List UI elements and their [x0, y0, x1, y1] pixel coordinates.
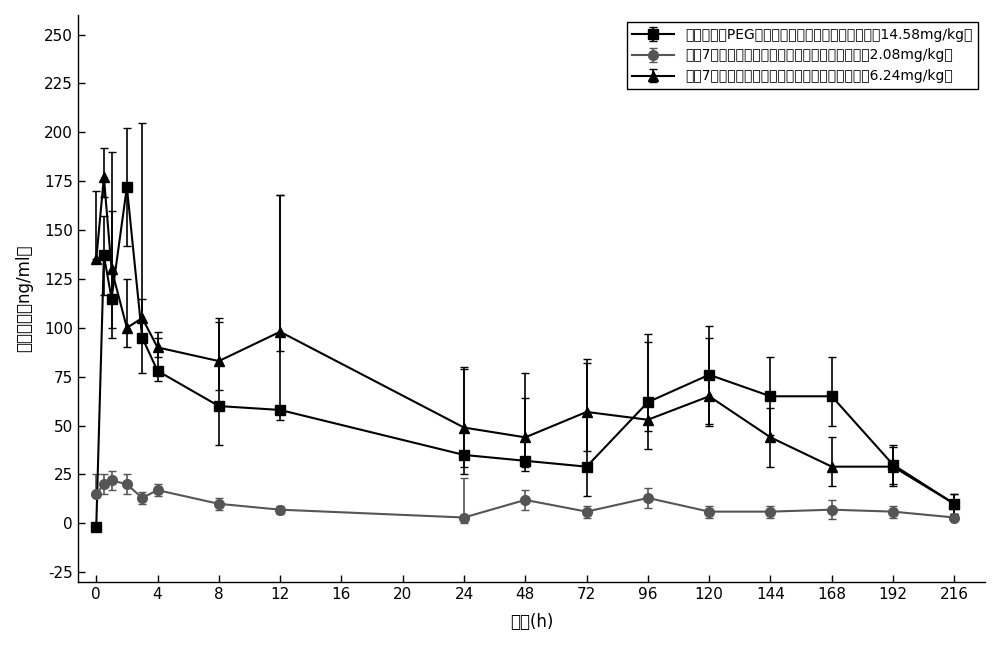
X-axis label: 时间(h): 时间(h) [510, 613, 553, 631]
Legend: 肌肉注射经PEG修饰的黄体酮纳米粒药时曲线图（14.58mg/kg）, 重奴7天肌肉注射市售黄体酮油溶液药时曲线图（2.08mg/kg）, 重奴7天肌肉注射市售: 肌肉注射经PEG修饰的黄体酮纳米粒药时曲线图（14.58mg/kg）, 重奴7天… [627, 22, 978, 89]
Y-axis label: 血药浓度（ng/ml）: 血药浓度（ng/ml） [15, 245, 33, 352]
